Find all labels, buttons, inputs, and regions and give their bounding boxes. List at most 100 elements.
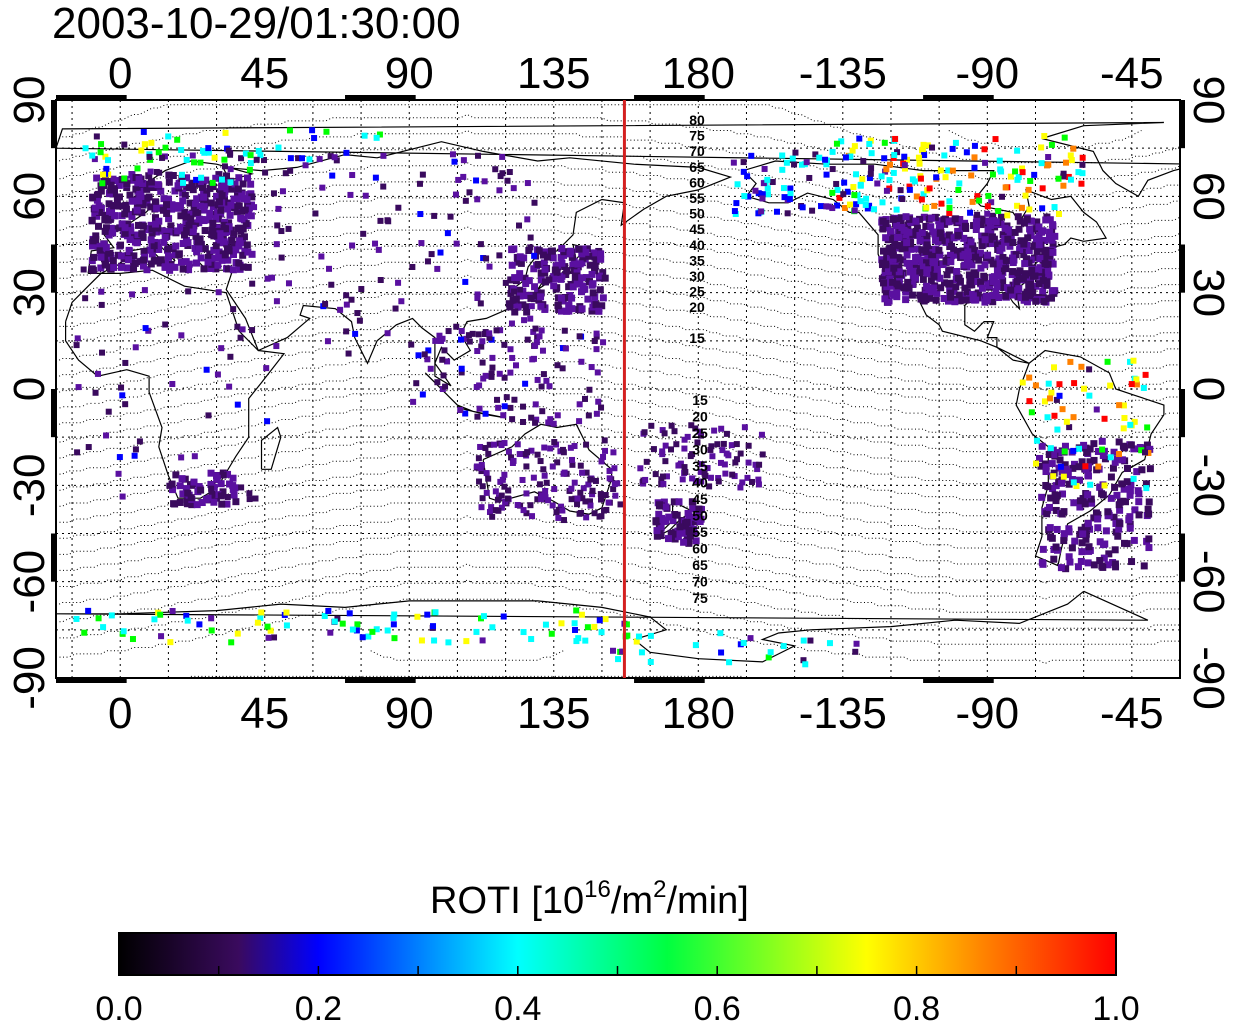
roti-pixel [583, 441, 590, 448]
roti-pixel [692, 537, 700, 545]
contour-label-south: 50 [692, 508, 708, 524]
roti-pixel [966, 276, 974, 284]
roti-pixel [1038, 442, 1046, 450]
roti-pixel [515, 274, 523, 282]
roti-pixel [126, 191, 134, 199]
roti-pixel [283, 622, 290, 629]
roti-pixel [1038, 559, 1046, 567]
roti-pixel [214, 491, 222, 499]
roti-pixel [93, 174, 101, 182]
roti-pixel [1116, 519, 1124, 527]
roti-pixel [928, 214, 936, 222]
roti-pixel [1037, 462, 1045, 470]
roti-pixel [1075, 169, 1082, 176]
roti-pixel [482, 329, 489, 336]
roti-pixel [1054, 426, 1061, 433]
roti-pixel [537, 458, 544, 465]
roti-pixel [395, 279, 402, 286]
roti-pixel [531, 199, 538, 206]
roti-pixel [224, 265, 232, 273]
roti-pixel [101, 216, 109, 224]
roti-pixel [474, 196, 481, 203]
roti-pixel [767, 649, 774, 656]
roti-pixel [226, 383, 233, 390]
roti-pixel [482, 410, 489, 417]
roti-pixel [73, 342, 80, 349]
roti-pixel [428, 251, 435, 258]
roti-pixel [1078, 548, 1086, 556]
lon-label-bottom: 90 [385, 689, 434, 738]
roti-pixel [74, 335, 81, 342]
roti-pixel [1000, 284, 1008, 292]
roti-pixel [698, 478, 705, 485]
roti-pixel [593, 330, 600, 337]
roti-pixel [125, 248, 133, 256]
roti-pixel [755, 476, 762, 483]
roti-pixel [791, 161, 798, 168]
roti-pixel [353, 627, 360, 634]
roti-pixel [1043, 266, 1051, 274]
roti-pixel [857, 198, 864, 205]
roti-pixel [588, 270, 596, 278]
roti-pixel [102, 224, 110, 232]
roti-pixel [981, 261, 989, 269]
roti-pixel [486, 330, 493, 337]
roti-pixel [1063, 418, 1070, 425]
lon-label-bottom: 135 [517, 689, 590, 738]
contour-label-north: 20 [689, 299, 705, 315]
roti-pixel [1075, 463, 1083, 471]
roti-pixel [933, 289, 941, 297]
roti-pixel [573, 272, 581, 280]
roti-pixel [486, 508, 493, 515]
roti-pixel [188, 501, 196, 509]
roti-pixel [408, 341, 415, 348]
roti-pixel [909, 267, 917, 275]
roti-pixel [165, 133, 172, 140]
roti-pixel [1045, 380, 1052, 387]
roti-pixel [728, 442, 735, 449]
roti-pixel [522, 303, 530, 311]
roti-pixel [183, 612, 190, 619]
roti-pixel [120, 628, 127, 635]
roti-pixel [980, 274, 988, 282]
roti-pixel [851, 192, 858, 199]
roti-pixel [578, 358, 585, 365]
roti-pixel [947, 293, 955, 301]
contour-label-south: 55 [692, 524, 708, 540]
roti-pixel [1086, 546, 1094, 554]
roti-pixel [220, 179, 228, 187]
roti-pixel [138, 230, 146, 238]
roti-pixel [984, 210, 991, 217]
roti-pixel [926, 185, 933, 192]
roti-pixel [418, 240, 425, 247]
roti-pixel [85, 444, 92, 451]
roti-pixel [215, 171, 223, 179]
roti-pixel [1145, 498, 1153, 506]
roti-pixel [1040, 236, 1048, 244]
roti-pixel [154, 224, 162, 232]
roti-pixel [500, 613, 507, 620]
roti-pixel [537, 289, 545, 297]
contour-label-north: 80 [689, 112, 705, 128]
roti-pixel [525, 277, 533, 285]
roti-pixel [218, 256, 226, 264]
roti-pixel [520, 403, 527, 410]
roti-pixel [747, 635, 754, 642]
roti-pixel [1101, 482, 1108, 489]
roti-pixel [102, 243, 110, 251]
roti-pixel [179, 197, 187, 205]
roti-pixel [946, 237, 954, 245]
roti-pixel [243, 241, 251, 249]
roti-pixel [933, 174, 940, 181]
roti-pixel [236, 237, 244, 245]
roti-pixel [1073, 483, 1080, 490]
roti-pixel [205, 149, 212, 156]
roti-pixel [578, 611, 585, 618]
roti-pixel [539, 347, 546, 354]
roti-pixel [889, 255, 897, 263]
roti-pixel [587, 502, 594, 509]
roti-pixel [1099, 452, 1107, 460]
roti-pixel [101, 211, 109, 219]
roti-pixel [563, 307, 571, 315]
roti-pixel [121, 224, 129, 232]
